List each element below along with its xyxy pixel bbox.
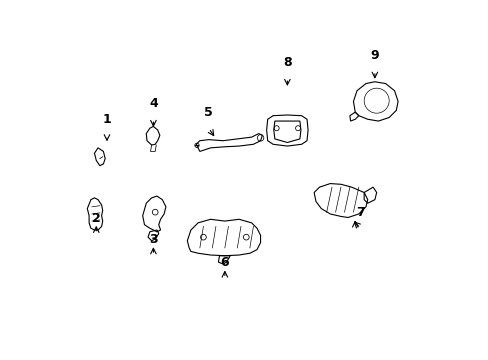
- Text: 1: 1: [102, 113, 111, 126]
- Text: 4: 4: [149, 97, 158, 111]
- Text: 2: 2: [92, 212, 101, 225]
- Text: 6: 6: [220, 256, 229, 269]
- Text: 3: 3: [149, 233, 158, 246]
- Text: 9: 9: [370, 49, 378, 62]
- Text: 5: 5: [204, 106, 213, 119]
- Text: 7: 7: [355, 206, 364, 219]
- Text: 8: 8: [283, 56, 291, 69]
